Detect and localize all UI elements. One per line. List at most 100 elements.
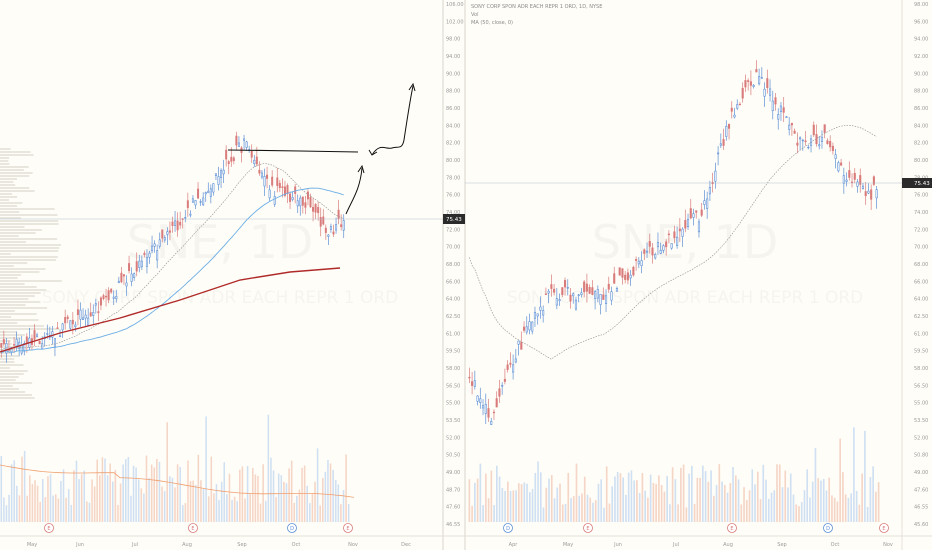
volume-bar — [228, 473, 231, 522]
volume-profile-bar — [0, 250, 59, 252]
candle-body — [818, 144, 821, 147]
volume-bar — [156, 458, 158, 522]
event-marker-text: D — [290, 526, 294, 532]
candle-body — [273, 196, 276, 205]
volume-bar — [844, 494, 847, 522]
volume-bar — [737, 479, 740, 522]
volume-profile-bar — [0, 376, 19, 378]
volume-bar — [267, 414, 270, 522]
volume-bar — [285, 483, 288, 522]
candle-body — [492, 411, 496, 414]
right-price-axis-tick: 96.00 — [914, 19, 928, 25]
volume-bar — [117, 505, 119, 522]
candle-body — [473, 380, 476, 387]
candle-body — [771, 100, 774, 111]
volume-profile-bar — [0, 220, 59, 222]
candle-body — [752, 84, 755, 87]
right-price-axis-tick: 62.50 — [914, 314, 928, 320]
volume-bar — [778, 464, 781, 522]
volume-bar — [528, 492, 531, 522]
candle-body — [222, 169, 225, 175]
event-marker-circle — [879, 523, 889, 533]
volume-bar — [548, 478, 550, 522]
candle-body — [512, 364, 515, 373]
candle-body — [36, 334, 39, 338]
candle-body — [812, 124, 815, 136]
annotation-horizontal-line — [227, 149, 359, 153]
candle-body — [327, 234, 330, 237]
candle-body — [561, 287, 564, 295]
candle-body — [79, 309, 82, 320]
volume-bar — [8, 494, 10, 522]
candle-body — [186, 200, 189, 209]
candle-body — [309, 197, 312, 208]
volume-bar — [803, 490, 806, 522]
volume-bar — [638, 493, 641, 522]
volume-bar — [597, 483, 600, 522]
candle-body — [522, 326, 526, 331]
candle-body — [569, 294, 572, 302]
volume-profile-bar — [0, 307, 48, 309]
volume-profile-bar — [0, 286, 37, 288]
volume-bar — [311, 493, 314, 522]
candle-body — [673, 231, 676, 239]
candle-body — [826, 140, 829, 144]
candle-body — [667, 233, 670, 236]
volume-profile-bar — [0, 271, 40, 273]
volume-bar — [501, 487, 504, 522]
candle-body — [574, 299, 578, 310]
right-event-marker: E — [583, 523, 593, 533]
candle-body — [763, 88, 766, 97]
annotation-arrow-2 — [371, 85, 414, 156]
left-price-axis-tick: 90.00 — [446, 71, 460, 77]
volume-bar — [699, 477, 701, 522]
volume-bar — [249, 493, 251, 522]
volume-profile-bar — [0, 277, 18, 279]
candle-body — [110, 288, 113, 293]
event-marker-circle — [44, 523, 54, 533]
candle-body — [768, 88, 772, 96]
right-event-marker: D — [823, 523, 833, 533]
candle-body — [867, 190, 870, 194]
volume-profile-bar — [0, 361, 15, 363]
volume-bar — [145, 455, 148, 522]
volume-bar — [124, 459, 127, 522]
volume-bar — [496, 465, 498, 522]
candle-body — [741, 87, 744, 99]
candle-body — [747, 80, 750, 82]
volume-bar — [847, 497, 850, 522]
left-price-axis-tick: 61.00 — [446, 331, 460, 337]
event-marker-text: E — [346, 526, 349, 532]
candle-body — [708, 187, 711, 195]
right-price-axis-tick: 70.00 — [914, 245, 928, 251]
legend-ma: MA (50, close, 0) — [471, 20, 514, 26]
candle-body — [872, 176, 875, 185]
volume-bar — [485, 473, 487, 522]
candle-body — [490, 420, 493, 425]
left-price-axis-tick: 46.55 — [446, 522, 460, 528]
volume-bar — [762, 464, 765, 522]
volume-profile-bar — [0, 157, 9, 159]
candle-body — [112, 296, 115, 299]
right-price-axis-tick: 52.00 — [914, 435, 928, 441]
volume-bar — [726, 492, 729, 522]
annotation-arrowhead-mid — [368, 149, 378, 156]
volume-bar — [101, 457, 104, 522]
volume-bar — [765, 479, 767, 522]
right-price-axis-tick: 45.60 — [914, 522, 928, 528]
volume-profile-bar — [0, 319, 39, 321]
volume-bar — [787, 487, 789, 522]
volume-bar — [770, 492, 773, 522]
right-pane-legend: SONY CORP SPON ADR EACH REPR 1 ORD, 1D, … — [471, 3, 602, 27]
volume-bar — [109, 463, 111, 522]
candle-body — [304, 202, 307, 208]
volume-bar — [205, 416, 207, 522]
event-marker-text: E — [730, 526, 733, 532]
candle-body — [695, 210, 698, 213]
candle-body — [268, 189, 271, 199]
candle-body — [637, 260, 640, 265]
volume-bar — [275, 497, 277, 522]
right-price-axis-tick: 94.00 — [914, 37, 928, 43]
candle-body — [207, 190, 210, 194]
